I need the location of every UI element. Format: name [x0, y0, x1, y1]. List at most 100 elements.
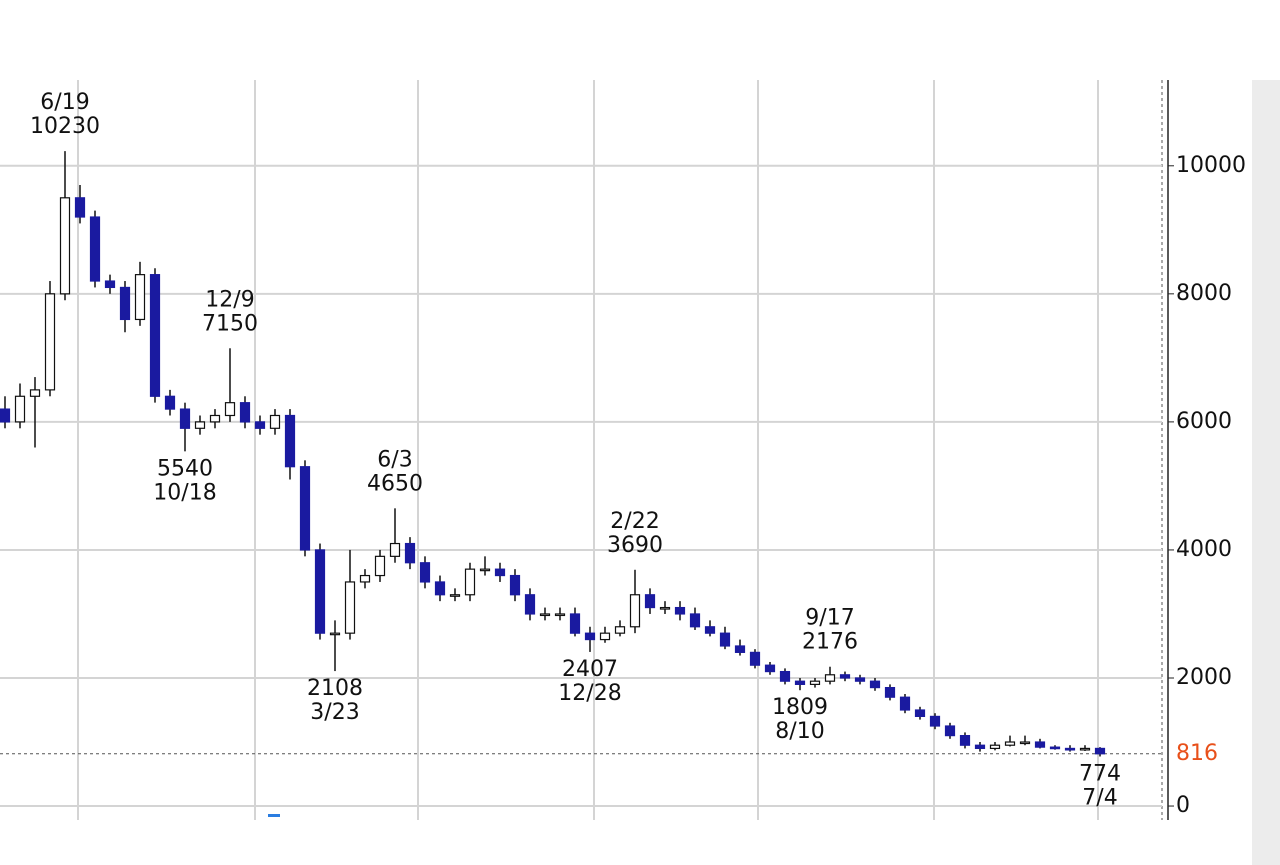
candle-body — [809, 680, 821, 685]
side-panel — [1252, 80, 1280, 865]
candle-body — [494, 568, 506, 577]
candle-body — [419, 562, 431, 583]
annotation-value: 2407 — [562, 657, 618, 682]
candle-body — [704, 626, 716, 634]
candle-body — [74, 197, 86, 218]
candle-body — [254, 421, 266, 429]
candle-body — [119, 286, 131, 321]
candle-body — [479, 568, 491, 572]
candle-body — [959, 735, 971, 746]
annotation-value: 3690 — [607, 533, 663, 558]
candle-body — [1034, 741, 1046, 748]
x-grid — [77, 80, 1099, 820]
annotation-value: 4650 — [367, 471, 423, 496]
candle-body — [344, 581, 356, 634]
candle-body — [1049, 746, 1061, 750]
marker — [268, 814, 280, 817]
candle-body — [224, 402, 236, 417]
candle-body — [1079, 747, 1091, 751]
candle-body — [929, 715, 941, 727]
candle-body — [404, 542, 416, 564]
candle-body — [659, 606, 671, 610]
candle-body — [554, 613, 566, 617]
candle-body — [284, 414, 296, 468]
candle-body — [989, 744, 1001, 750]
annotation-date: 7/4 — [1082, 785, 1117, 810]
annotation-date: 6/3 — [377, 447, 412, 472]
candle-body — [449, 594, 461, 597]
candle-body — [584, 632, 596, 641]
candle-body — [509, 574, 521, 596]
candle-body — [134, 274, 146, 321]
candle-body — [839, 674, 851, 679]
y-tick-label: 10000 — [1176, 153, 1246, 178]
annotation-date: 8/10 — [775, 719, 824, 744]
candle-body — [14, 395, 26, 423]
y-tick-label: 8000 — [1176, 281, 1232, 306]
candle-body — [0, 408, 11, 423]
candle-body — [899, 696, 911, 711]
candle-body — [299, 466, 311, 551]
annotation-value: 2108 — [307, 676, 363, 701]
candle-body — [854, 677, 866, 682]
candle-body — [314, 549, 326, 634]
candle-body — [719, 632, 731, 647]
annotation-value: 2176 — [802, 630, 858, 655]
candle-body — [674, 606, 686, 615]
candle-body — [1094, 747, 1106, 755]
y-tick-label: 4000 — [1176, 537, 1232, 562]
last-price-label: 816 — [1176, 741, 1218, 766]
annotation-date: 3/23 — [310, 700, 359, 725]
candle-body — [104, 280, 116, 289]
candle-body — [569, 613, 581, 634]
candle-body — [44, 293, 56, 391]
candle-body — [884, 686, 896, 698]
annotation-date: 2/22 — [610, 509, 659, 534]
candle-body — [1064, 747, 1076, 751]
candle-body — [524, 594, 536, 615]
candle-body — [689, 613, 701, 628]
annotation-value: 7150 — [202, 311, 258, 336]
candle-body — [1019, 741, 1031, 745]
candle-body — [269, 414, 281, 429]
candle-body — [59, 197, 71, 295]
annotation-value: 774 — [1079, 761, 1121, 786]
annotation-date: 10/18 — [153, 480, 216, 505]
candle-body — [179, 408, 191, 429]
candle-body — [749, 651, 761, 666]
annotation-date: 12/28 — [558, 681, 621, 706]
candle-body — [464, 568, 476, 596]
candle-body — [644, 594, 656, 609]
candle-body — [539, 613, 551, 617]
candle-body — [914, 709, 926, 718]
candle-body — [764, 664, 776, 673]
candle-body — [1004, 741, 1016, 746]
candle-body — [824, 674, 836, 682]
annotation-date: 6/19 — [40, 90, 89, 115]
candle-body — [239, 402, 251, 423]
candle-body — [434, 581, 446, 596]
candle-body — [629, 594, 641, 628]
candle-body — [329, 632, 341, 636]
annotation-value: 1809 — [772, 695, 828, 720]
candle-body — [734, 645, 746, 653]
candle-body — [359, 574, 371, 583]
candle-body — [374, 555, 386, 577]
y-tick-label: 0 — [1176, 793, 1190, 818]
annotation-date: 12/9 — [205, 287, 254, 312]
candle-body — [149, 274, 161, 397]
candle-body — [599, 632, 611, 641]
annotation-value: 10230 — [30, 114, 100, 139]
candle-body — [779, 670, 791, 682]
candle-body — [944, 725, 956, 737]
candle-body — [974, 744, 986, 750]
candle-body — [164, 395, 176, 410]
candle-body — [29, 389, 41, 397]
candle-body — [614, 626, 626, 634]
candle-body — [89, 216, 101, 282]
y-tick-label: 2000 — [1176, 665, 1232, 690]
y-tick-label: 6000 — [1176, 409, 1232, 434]
candle-body — [389, 542, 401, 557]
candle-body — [794, 680, 806, 685]
